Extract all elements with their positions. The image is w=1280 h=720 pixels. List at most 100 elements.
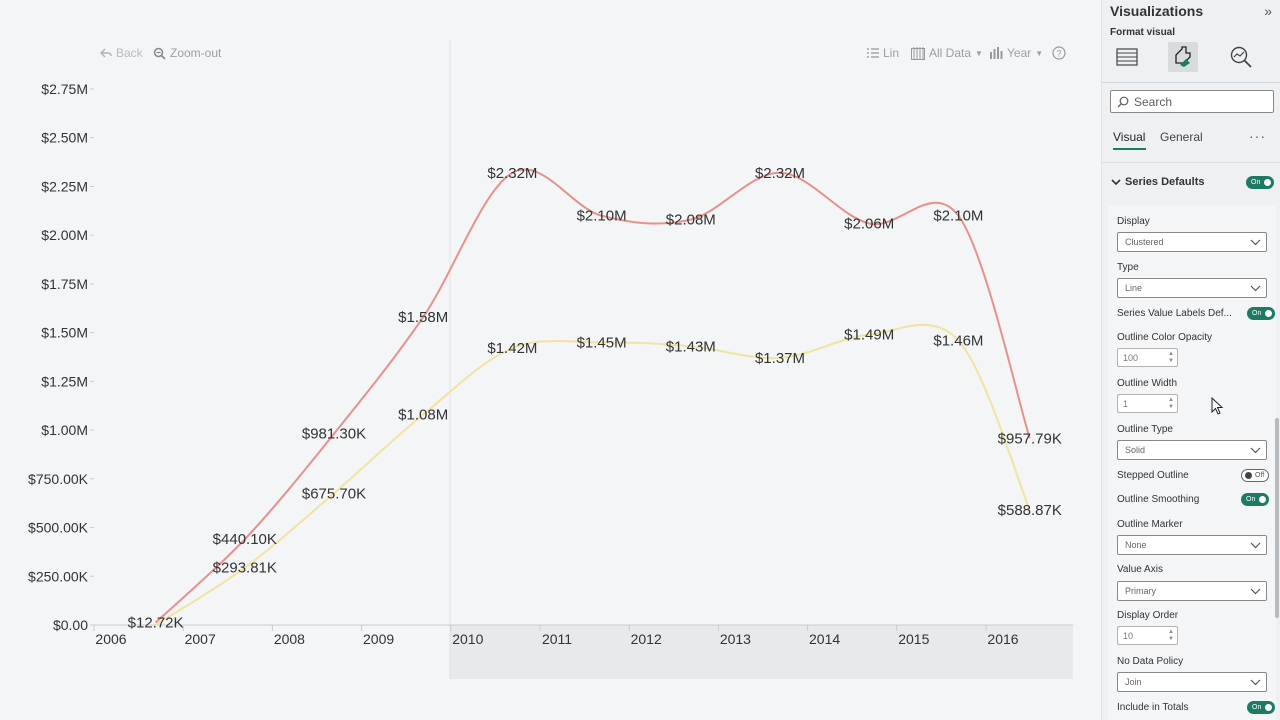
- more-options-icon[interactable]: ···: [1249, 128, 1266, 144]
- list-icon: [867, 48, 879, 58]
- y-tick-label: $0.00: [53, 617, 88, 633]
- tab-general[interactable]: General: [1160, 130, 1203, 144]
- outline-color-opacity-value: 100: [1123, 352, 1139, 363]
- active-tab-indicator: [1113, 148, 1146, 150]
- data-label: $293.81K: [213, 560, 277, 577]
- scale-label: Lin: [883, 46, 900, 60]
- data-label: $1.49M: [844, 327, 894, 344]
- zoom-out-button[interactable]: Zoom-out: [153, 46, 221, 60]
- data-label: $981.30K: [302, 426, 366, 443]
- series-line-2[interactable]: [155, 324, 1031, 626]
- data-label: $2.10M: [933, 208, 983, 225]
- no-data-policy-label: No Data Policy: [1117, 656, 1184, 667]
- y-tick-label: $750.00K: [28, 471, 89, 487]
- outline-color-opacity-input[interactable]: 100 ▲ ▼: [1117, 348, 1178, 367]
- pane-divider: [1102, 82, 1280, 83]
- y-tick-label: $500.00K: [28, 520, 89, 536]
- y-tick-label: $250.00K: [28, 568, 89, 584]
- data-label: $2.32M: [755, 165, 805, 182]
- svg-text:?: ?: [1056, 49, 1061, 59]
- y-tick-label: $2.25M: [41, 178, 88, 194]
- search-input[interactable]: Search: [1110, 90, 1274, 113]
- period-dropdown[interactable]: Year ▼: [990, 46, 1043, 60]
- series-value-labels-label: Series Value Labels Def...: [1117, 308, 1232, 319]
- stepped-outline-label: Stepped Outline: [1117, 470, 1189, 481]
- chart-toolbar: Back Zoom-out Lin All Data ▼ Year ▼ ?: [0, 44, 1100, 64]
- x-tick-label: 2009: [363, 631, 394, 647]
- x-tick-label: 2016: [987, 631, 1018, 647]
- caret-down-icon: ▼: [975, 48, 983, 58]
- series-defaults-toggle[interactable]: On: [1246, 176, 1274, 189]
- zoom-out-icon: [153, 47, 166, 60]
- outline-smoothing-toggle[interactable]: On: [1241, 493, 1269, 506]
- no-data-policy-value: Join: [1125, 677, 1142, 687]
- data-label: $440.10K: [213, 531, 277, 548]
- spinner-arrows-icon[interactable]: ▲ ▼: [1168, 397, 1174, 410]
- help-button[interactable]: ?: [1052, 46, 1066, 60]
- x-tick-label: 2007: [185, 631, 216, 647]
- series-value-labels-toggle[interactable]: On: [1247, 307, 1275, 320]
- pane-scrollbar[interactable]: [1275, 418, 1279, 618]
- include-in-totals-toggle[interactable]: On: [1247, 701, 1275, 714]
- section-title: Series Defaults: [1125, 176, 1205, 188]
- spinner-arrows-icon[interactable]: ▲ ▼: [1168, 629, 1174, 642]
- x-tick-label: 2010: [452, 631, 483, 647]
- format-visual-icon[interactable]: [1168, 42, 1198, 72]
- analytics-icon[interactable]: [1226, 42, 1256, 72]
- back-label: Back: [116, 46, 143, 60]
- spinner-arrows-icon[interactable]: ▲ ▼: [1168, 351, 1174, 364]
- display-order-input[interactable]: 10 ▲ ▼: [1117, 626, 1178, 645]
- x-tick-label: 2014: [809, 631, 840, 647]
- x-tick-label: 2013: [720, 631, 751, 647]
- display-order-value: 10: [1123, 630, 1134, 641]
- back-button[interactable]: Back: [100, 46, 143, 60]
- y-tick-label: $1.50M: [41, 325, 88, 341]
- no-data-policy-dropdown[interactable]: Join: [1117, 672, 1267, 692]
- bar-chart-icon: [990, 47, 1003, 59]
- outline-width-value: 1: [1123, 398, 1129, 409]
- expand-pane-icon[interactable]: »: [1264, 3, 1272, 19]
- outline-type-dropdown[interactable]: Solid: [1117, 440, 1267, 460]
- display-label: Display: [1117, 216, 1150, 227]
- outline-marker-label: Outline Marker: [1117, 519, 1183, 530]
- x-tick-label: 2008: [274, 631, 305, 647]
- stepped-outline-toggle[interactable]: Off: [1241, 469, 1269, 482]
- line-chart[interactable]: $0.00 $250.00K $500.00K $750.00K $1.00M $1.25…: [0, 0, 1100, 720]
- data-label: $588.87K: [998, 502, 1062, 519]
- series-line-1[interactable]: [154, 168, 1031, 624]
- chevron-down-icon: [1250, 588, 1261, 595]
- tab-divider: [1102, 162, 1280, 163]
- tab-visual[interactable]: Visual: [1113, 130, 1146, 144]
- data-label: $2.10M: [577, 208, 627, 225]
- data-label: $1.42M: [487, 340, 537, 357]
- data-range-label: All Data: [929, 46, 972, 60]
- period-label: Year: [1007, 46, 1032, 60]
- chevron-down-icon: [1250, 542, 1261, 549]
- outline-color-opacity-label: Outline Color Opacity: [1117, 332, 1213, 343]
- type-dropdown[interactable]: Line: [1117, 278, 1267, 298]
- x-tick-label: 2006: [95, 631, 126, 647]
- zoom-out-label: Zoom-out: [170, 46, 222, 60]
- outline-type-label: Outline Type: [1117, 424, 1173, 435]
- series-defaults-header[interactable]: Series Defaults: [1111, 176, 1204, 188]
- y-tick-label: $1.75M: [41, 276, 88, 292]
- caret-down-icon: ▼: [1035, 48, 1044, 58]
- x-tick-label: 2012: [631, 631, 662, 647]
- data-range-dropdown[interactable]: All Data ▼: [911, 46, 983, 60]
- data-label: $12.72K: [128, 615, 184, 632]
- display-dropdown[interactable]: Clustered: [1117, 232, 1267, 252]
- scale-toggle[interactable]: Lin: [867, 46, 899, 60]
- data-label: $1.37M: [755, 350, 805, 367]
- y-tick-label: $1.25M: [41, 373, 88, 389]
- value-axis-dropdown[interactable]: Primary: [1117, 581, 1267, 601]
- chevron-down-icon: [1250, 679, 1261, 686]
- visualizations-pane: Visualizations » Format visual Search Vi…: [1101, 0, 1280, 720]
- search-icon: [1117, 96, 1129, 107]
- y-tick-label: $1.00M: [41, 422, 88, 438]
- outline-marker-dropdown[interactable]: None: [1117, 535, 1267, 555]
- data-label: $1.43M: [666, 338, 716, 355]
- pane-subtitle: Format visual: [1110, 27, 1176, 38]
- outline-width-input[interactable]: 1 ▲ ▼: [1117, 394, 1178, 413]
- y-tick-label: $2.75M: [41, 81, 88, 97]
- build-visual-icon[interactable]: [1112, 42, 1142, 72]
